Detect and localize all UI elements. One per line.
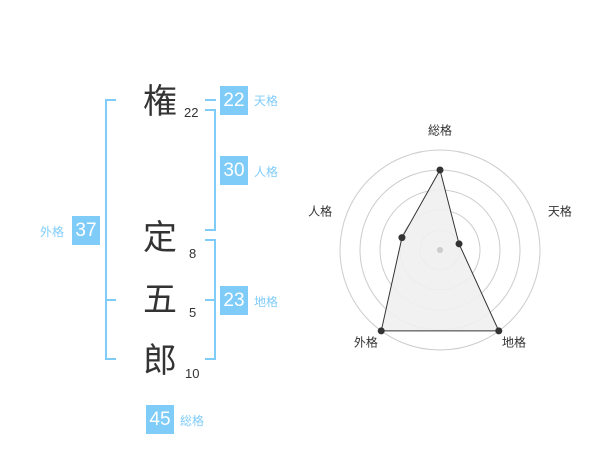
radar-point-3 — [495, 327, 503, 335]
stroke-count-3: 5 — [189, 305, 197, 320]
jinkaku-value: 30 — [220, 156, 248, 185]
radar-axis-label: 天格 — [547, 204, 572, 219]
name-char-3: 五 — [143, 280, 177, 320]
jinkaku-label: 人格 — [254, 165, 279, 179]
gaikaku-label: 外格 — [40, 225, 65, 239]
radar-point-1 — [436, 166, 444, 174]
chikaku-value: 23 — [220, 286, 248, 315]
gaikaku-value: 37 — [72, 216, 100, 245]
soukaku-value: 45 — [146, 405, 174, 434]
radar-axis-label: 地格 — [502, 335, 527, 350]
radar-axis-label: 総格 — [427, 123, 453, 138]
radar-center — [437, 247, 443, 253]
name-char-1: 権 — [143, 82, 177, 122]
name-char-4: 郎 — [143, 341, 177, 381]
soukaku-label: 総格 — [180, 414, 205, 428]
radar-point-5 — [398, 234, 406, 242]
radar-axis-label: 外格 — [353, 335, 378, 350]
tenkaku-label: 天格 — [254, 94, 279, 108]
tenkaku-value: 22 — [220, 86, 248, 115]
radar-point-4 — [377, 327, 385, 335]
radar-axis-label: 人格 — [308, 204, 333, 219]
stroke-count-1: 22 — [184, 105, 199, 120]
radar-ring — [339, 149, 541, 351]
name-char-2: 定 — [143, 218, 177, 258]
stroke-count-4: 10 — [185, 366, 200, 381]
stroke-count-2: 8 — [189, 246, 197, 261]
radar-point-2 — [455, 240, 463, 248]
chikaku-label: 地格 — [254, 295, 279, 309]
